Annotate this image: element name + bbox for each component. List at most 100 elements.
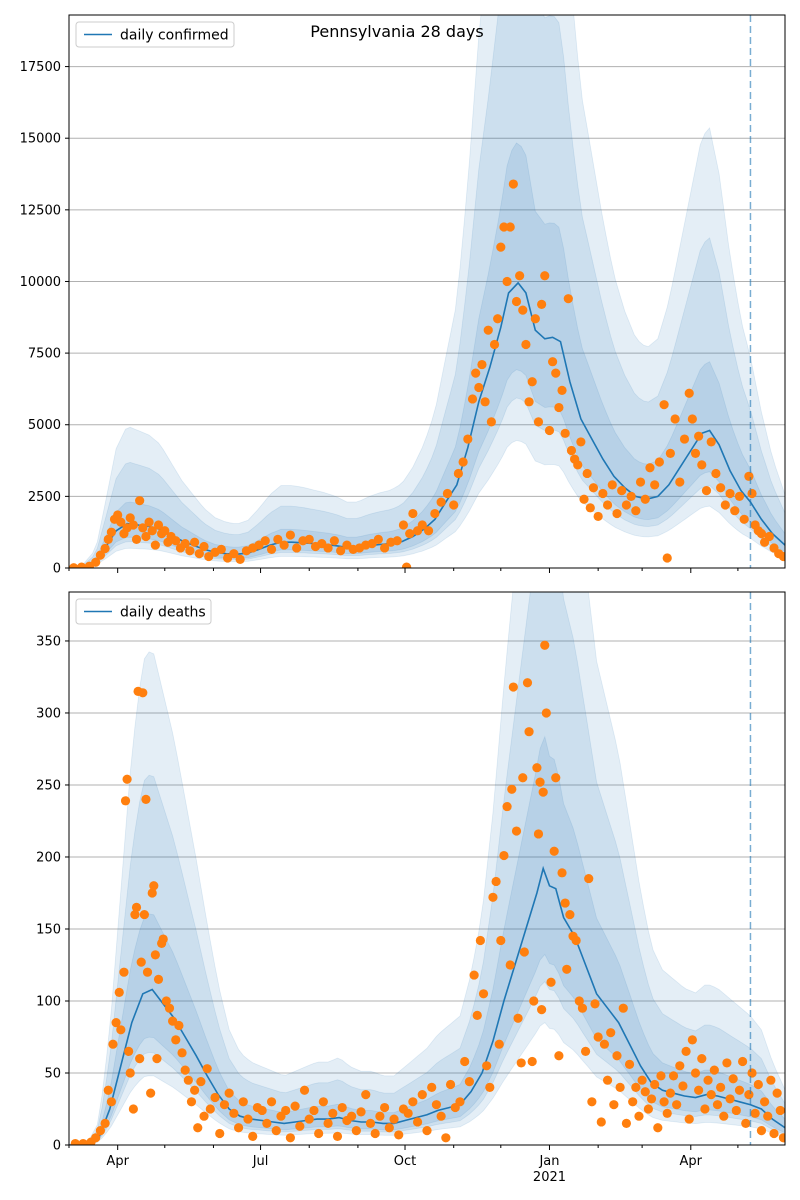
data-point [365,1118,376,1128]
data-point [125,513,135,523]
data-point [775,1105,785,1116]
data-point [675,1061,685,1071]
data-point [544,425,555,436]
data-point [573,460,583,470]
data-point [408,1097,418,1107]
data-point [128,520,138,530]
data-point [645,463,655,473]
data-point [764,531,774,542]
y-tick-label: 100 [36,994,61,1009]
series-line [69,865,785,1145]
data-point [659,1097,669,1107]
data-point [778,551,785,562]
data-point [502,276,512,287]
data-point [219,1100,230,1110]
data-point [540,271,550,281]
data-point [417,1089,427,1100]
data-point [522,678,533,688]
data-point [621,1118,632,1128]
data-point [190,1085,200,1095]
uncertainty-band [69,15,785,568]
data-point [679,434,690,444]
data-point [617,486,627,496]
data-point [684,1114,694,1124]
data-point [427,1082,437,1092]
data-point [725,488,735,499]
data-point [119,967,129,977]
y-tick-label: 200 [36,850,61,865]
data-point [548,357,558,367]
data-point [576,437,586,447]
data-point [519,947,529,957]
data-point [292,543,302,553]
data-point [659,400,669,410]
data-point [574,996,584,1006]
data-point [392,536,402,546]
figure-title: Pennsylvania 28 days [310,22,483,41]
data-point [111,1017,121,1028]
data-point [91,1133,101,1143]
data-point [590,999,600,1009]
data-point [549,846,559,856]
data-point [563,294,573,304]
data-point [538,787,548,797]
data-point [582,468,592,479]
data-point [472,1010,482,1020]
data-point [177,1048,187,1058]
data-point [763,1111,773,1121]
data-point [511,296,522,307]
data-point [515,271,525,281]
data-point [766,1075,776,1085]
data-point [562,964,572,974]
data-point [637,1075,647,1085]
y-tick-label: 7500 [28,347,61,362]
data-point [485,1082,495,1092]
data-point [491,876,501,887]
data-point [502,801,512,812]
data-point [160,526,170,536]
data-point [91,557,101,567]
data-point [417,520,427,530]
confirmed-panel: 0 2500 5000 7500 10000 12500 15000 17500 daily c… [20,14,786,577]
data-point [116,1025,126,1035]
data-point [478,989,489,999]
data-point [533,417,544,427]
data-point [741,1118,751,1128]
y-tick-label: 50 [44,1066,61,1081]
data-point [273,534,283,544]
data-point [694,431,704,441]
data-point [124,1046,134,1056]
data-point [130,909,140,920]
data-point [405,529,415,539]
data-point [149,881,159,891]
data-point [441,1133,451,1143]
data-point [518,773,528,783]
data-point [486,417,496,427]
data-point [596,1117,606,1127]
legend: daily deaths [75,598,212,625]
data-point [131,902,142,912]
data-point [141,531,151,542]
data-point [524,397,534,407]
data-point [527,377,537,387]
data-point [489,339,500,350]
data-point [496,935,506,946]
data-point [136,957,146,967]
data-point [753,1079,763,1090]
data-point [114,987,124,997]
data-point [703,1075,713,1085]
data-point [164,1003,175,1013]
data-point [266,1097,277,1107]
data-point [260,536,270,546]
data-point [579,494,589,504]
data-point [120,796,131,806]
data-point [467,394,478,404]
data-point [711,468,721,479]
data-point [694,1085,704,1095]
data-point [662,1108,672,1118]
data-point [631,1082,641,1092]
data-point [224,1088,234,1098]
data-point [598,488,608,499]
data-point [521,339,531,350]
uncertainty-band [69,142,785,568]
